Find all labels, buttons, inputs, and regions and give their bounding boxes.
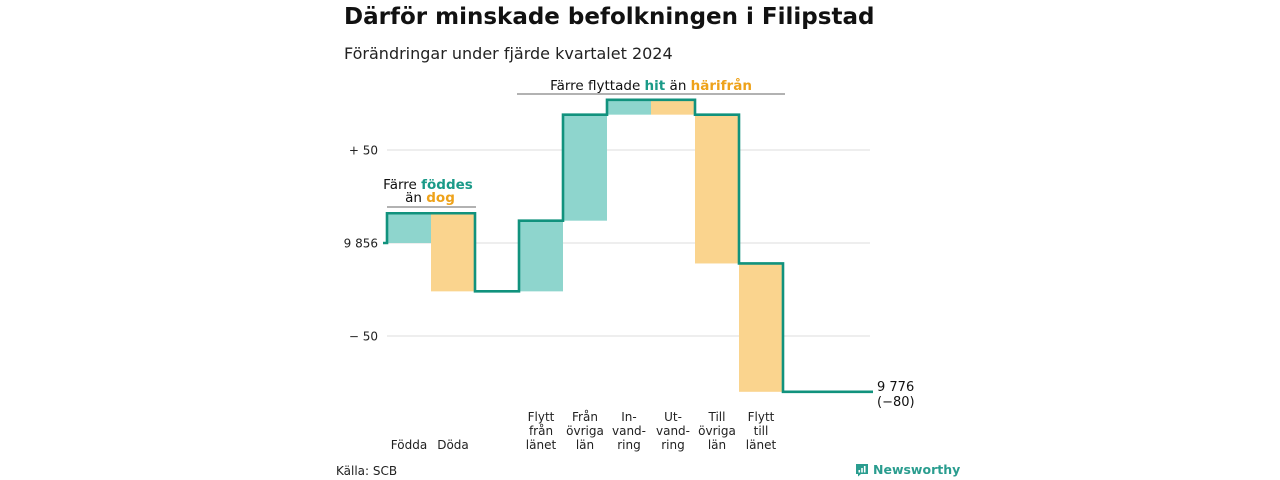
end-change-label: (−80) xyxy=(877,395,915,410)
category-label: län xyxy=(708,438,726,452)
category-label: län xyxy=(576,438,594,452)
y-tick-label: + 50 xyxy=(349,144,378,158)
running-total-line xyxy=(383,98,873,394)
waterfall-bar xyxy=(563,114,607,221)
category-label: Från xyxy=(572,410,598,424)
category-label: In- xyxy=(621,410,636,424)
category-label: Födda xyxy=(391,438,427,452)
births-annotation-line2: än dog xyxy=(405,190,455,206)
chart-subtitle: Förändringar under fjärde kvartalet 2024 xyxy=(344,44,673,63)
category-label: från xyxy=(529,424,553,438)
category-label: länet xyxy=(526,438,557,452)
chart-title: Därför minskade befolkningen i Filipstad xyxy=(344,4,875,30)
category-label: vand- xyxy=(656,424,690,438)
category-label: länet xyxy=(746,438,777,452)
brand-name: Newsworthy xyxy=(873,462,961,477)
category-label: övriga xyxy=(566,424,604,438)
newsworthy-icon xyxy=(856,463,868,476)
waterfall-bar xyxy=(519,220,563,292)
source-note: Källa: SCB xyxy=(336,464,398,478)
y-tick-label: − 50 xyxy=(349,330,378,344)
category-label: ring xyxy=(661,438,685,452)
category-label: övriga xyxy=(698,424,736,438)
category-label: vand- xyxy=(612,424,646,438)
newsworthy-logo[interactable]: Newsworthy xyxy=(855,462,960,477)
waterfall-bar xyxy=(607,99,651,115)
y-tick-label: 9 856 xyxy=(344,237,378,251)
category-label: Flytt xyxy=(748,410,775,424)
waterfall-bar xyxy=(431,213,475,292)
category-label: Ut- xyxy=(664,410,682,424)
waterfall-bar xyxy=(651,99,695,115)
category-label: Flytt xyxy=(528,410,555,424)
waterfall-bar xyxy=(387,213,431,243)
end-value-label: 9 776 xyxy=(877,380,914,395)
waterfall-bar xyxy=(695,114,739,264)
category-label: till xyxy=(754,424,769,438)
category-label: Döda xyxy=(437,438,469,452)
migration-annotation: Färre flyttade hit än härifrån xyxy=(550,77,752,94)
births-annotation-line1: Färre föddes xyxy=(383,177,473,193)
waterfall-bar xyxy=(739,263,783,392)
category-label: ring xyxy=(617,438,641,452)
category-label: Till xyxy=(708,410,726,424)
